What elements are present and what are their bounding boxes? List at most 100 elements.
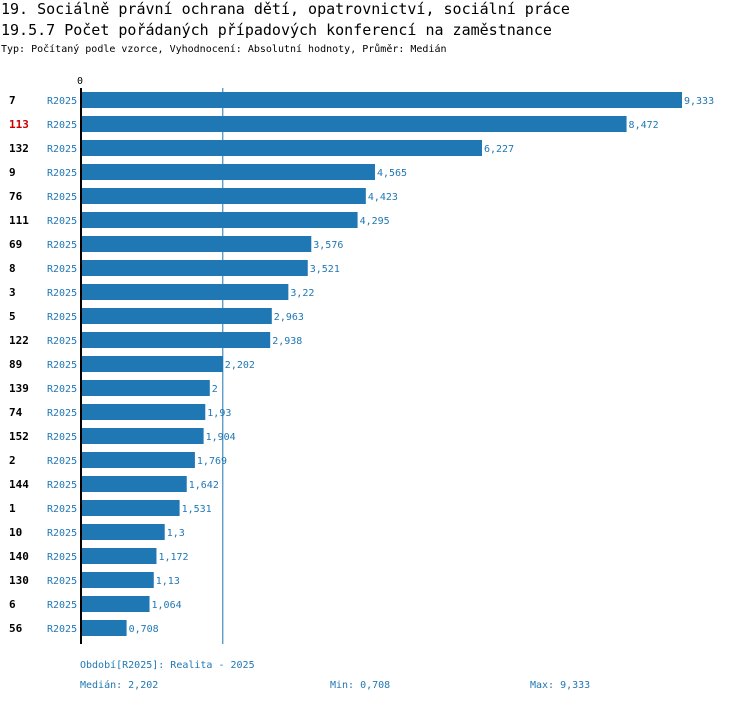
- category-label: 5: [9, 310, 16, 323]
- category-label: 9: [9, 166, 16, 179]
- bar: [81, 260, 308, 276]
- period-label: R2025: [47, 504, 77, 515]
- axis-tick-label: 0: [77, 76, 83, 87]
- bar: [81, 428, 204, 444]
- category-label: 111: [9, 214, 29, 227]
- period-legend: Období[R2025]: Realita - 2025: [80, 660, 255, 671]
- value-label: 6,227: [484, 144, 514, 155]
- value-label: 3,521: [310, 264, 340, 275]
- period-label: R2025: [47, 456, 77, 467]
- category-label: 130: [9, 574, 29, 587]
- value-label: 9,333: [684, 96, 714, 107]
- period-label: R2025: [47, 288, 77, 299]
- bar: [81, 332, 271, 348]
- period-label: R2025: [47, 192, 77, 203]
- category-label: 140: [9, 550, 29, 563]
- category-label: 56: [9, 622, 23, 635]
- period-label: R2025: [47, 576, 77, 587]
- period-label: R2025: [47, 96, 77, 107]
- category-label: 152: [9, 430, 29, 443]
- value-label: 1,3: [167, 528, 185, 539]
- value-label: 2,963: [274, 312, 304, 323]
- period-label: R2025: [47, 120, 77, 131]
- value-label: 2,202: [225, 360, 255, 371]
- bar: [81, 476, 187, 492]
- category-label: 8: [9, 262, 16, 275]
- value-label: 4,295: [360, 216, 390, 227]
- value-label: 1,904: [206, 432, 236, 443]
- period-label: R2025: [47, 360, 77, 371]
- category-label: 10: [9, 526, 22, 539]
- bar: [81, 620, 127, 636]
- value-label: 0,708: [129, 624, 159, 635]
- period-label: R2025: [47, 408, 77, 419]
- bar: [81, 596, 150, 612]
- period-label: R2025: [47, 552, 77, 563]
- bar: [81, 548, 157, 564]
- value-label: 4,565: [377, 168, 407, 179]
- period-label: R2025: [47, 264, 77, 275]
- bar: [81, 500, 180, 516]
- value-label: 2: [212, 384, 218, 395]
- bar: [81, 524, 165, 540]
- category-label: 3: [9, 286, 16, 299]
- value-label: 1,172: [158, 552, 188, 563]
- category-label: 132: [9, 142, 29, 155]
- period-label: R2025: [47, 168, 77, 179]
- value-label: 1,642: [189, 480, 219, 491]
- bar: [81, 116, 627, 132]
- bar: [81, 140, 482, 156]
- bar: [81, 92, 682, 108]
- period-label: R2025: [47, 144, 77, 155]
- bar: [81, 308, 272, 324]
- period-label: R2025: [47, 384, 77, 395]
- category-label: 6: [9, 598, 16, 611]
- bar: [81, 356, 223, 372]
- bar: [81, 572, 154, 588]
- chart-type-description: Typ: Počítaný podle vzorce, Vyhodnocení:…: [1, 44, 447, 55]
- period-label: R2025: [47, 240, 77, 251]
- value-label: 1,531: [182, 504, 212, 515]
- value-label: 3,576: [313, 240, 343, 251]
- period-label: R2025: [47, 336, 77, 347]
- value-label: 2,938: [272, 336, 302, 347]
- category-label: 69: [9, 238, 22, 251]
- bar: [81, 452, 195, 468]
- bar: [81, 236, 312, 252]
- period-label: R2025: [47, 528, 77, 539]
- median-summary: Medián: 2,202: [80, 680, 159, 691]
- bar: [81, 404, 206, 420]
- period-label: R2025: [47, 624, 77, 635]
- period-label: R2025: [47, 600, 77, 611]
- value-label: 8,472: [629, 120, 659, 131]
- period-label: R2025: [47, 480, 77, 491]
- category-label: 74: [9, 406, 23, 419]
- max-summary: Max: 9,333: [530, 680, 591, 691]
- value-label: 3,22: [290, 288, 314, 299]
- bar: [81, 380, 210, 396]
- period-label: R2025: [47, 216, 77, 227]
- value-label: 1,064: [152, 600, 182, 611]
- category-label: 2: [9, 454, 16, 467]
- category-label: 113: [9, 118, 29, 131]
- value-label: 1,93: [207, 408, 231, 419]
- category-label: 139: [9, 382, 29, 395]
- bar: [81, 212, 358, 228]
- min-summary: Min: 0,708: [330, 680, 391, 691]
- bar: [81, 284, 289, 300]
- value-label: 1,13: [156, 576, 180, 587]
- period-label: R2025: [47, 312, 77, 323]
- category-label: 89: [9, 358, 22, 371]
- category-label: 122: [9, 334, 29, 347]
- category-label: 7: [9, 94, 16, 107]
- bar: [81, 164, 375, 180]
- category-label: 1: [9, 502, 16, 515]
- value-label: 1,769: [197, 456, 227, 467]
- bar: [81, 188, 366, 204]
- value-label: 4,423: [368, 192, 398, 203]
- chart-subtitle: 19.5.7 Počet pořádaných případových konf…: [1, 21, 552, 39]
- period-label: R2025: [47, 432, 77, 443]
- chart-title: 19. Sociálně právní ochrana dětí, opatro…: [1, 0, 570, 18]
- category-label: 144: [9, 478, 29, 491]
